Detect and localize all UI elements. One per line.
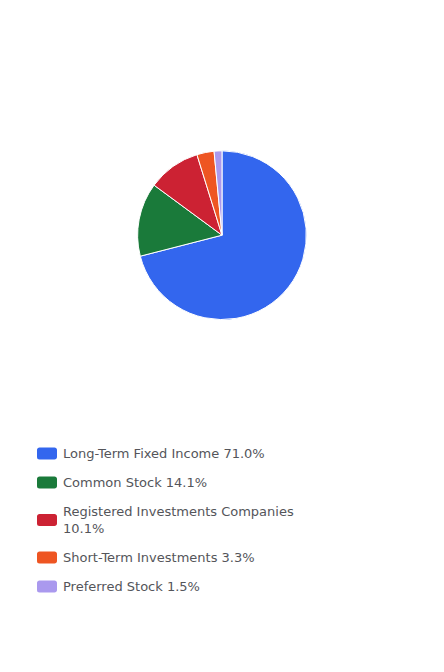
svg-text:Long-Term Fixed Income 71.0%: Long-Term Fixed Income 71.0% bbox=[63, 446, 265, 461]
svg-text:Preferred Stock 1.5%: Preferred Stock 1.5% bbox=[63, 579, 200, 594]
svg-text:Registered Investments Compani: Registered Investments Companies bbox=[63, 504, 294, 519]
svg-text:Short-Term Investments 3.3%: Short-Term Investments 3.3% bbox=[63, 550, 255, 565]
svg-text:10.1%: 10.1% bbox=[63, 521, 104, 536]
svg-text:Common Stock 14.1%: Common Stock 14.1% bbox=[63, 475, 207, 490]
